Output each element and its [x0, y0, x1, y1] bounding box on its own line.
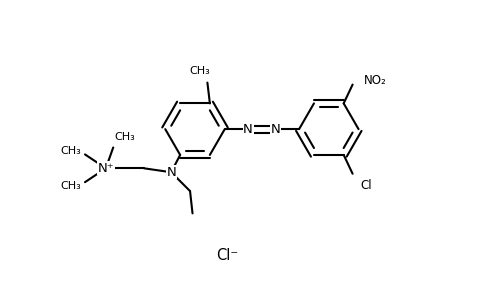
- Text: CH₃: CH₃: [60, 146, 81, 156]
- Text: N: N: [271, 123, 281, 136]
- Text: NO₂: NO₂: [363, 74, 386, 87]
- Text: N: N: [243, 123, 253, 136]
- Text: N⁺: N⁺: [97, 162, 114, 175]
- Text: CH₃: CH₃: [190, 66, 210, 76]
- Text: N: N: [166, 166, 176, 179]
- Text: CH₃: CH₃: [115, 132, 136, 142]
- Text: CH₃: CH₃: [60, 180, 81, 191]
- Text: Cl: Cl: [360, 179, 371, 192]
- Text: Cl⁻: Cl⁻: [216, 248, 238, 263]
